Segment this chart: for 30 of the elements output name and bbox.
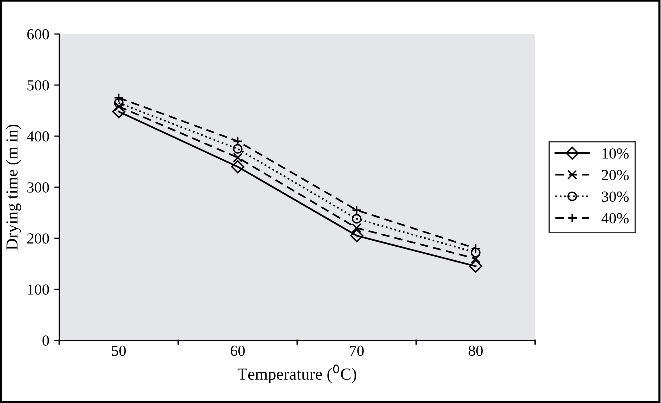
point <box>233 144 243 154</box>
x-tick-label: 50 <box>112 346 126 356</box>
x-axis-title: Temperature ($^{0}$C) <box>238 364 356 384</box>
point <box>471 254 481 264</box>
point <box>469 260 483 274</box>
y-tick-label: 600 <box>28 29 50 40</box>
y-tick-label: 200 <box>28 234 50 244</box>
x-tick-label: 70 <box>350 346 364 356</box>
y-tick-label: 0 <box>42 336 50 346</box>
x-tick-label: 80 <box>468 346 483 356</box>
y-tick-label: 100 <box>28 284 50 295</box>
y-tick-label: 300 <box>28 182 50 193</box>
point <box>231 160 245 174</box>
point <box>233 152 243 163</box>
point <box>112 105 126 118</box>
legend-label: 40% <box>602 213 629 224</box>
point <box>352 206 362 216</box>
point <box>471 248 481 258</box>
point <box>350 229 364 242</box>
point <box>352 223 362 234</box>
point <box>352 214 362 224</box>
y-axis-title: Drying time (m in) <box>6 124 22 250</box>
legend-label: 30% <box>602 192 629 202</box>
point <box>114 93 124 103</box>
y-tick-label: 500 <box>28 80 50 91</box>
legend-label: 20% <box>602 170 629 181</box>
y-tick-label: 400 <box>27 131 50 142</box>
x-tick-label: 60 <box>230 346 246 356</box>
legend-label: 10% <box>602 148 629 159</box>
point <box>114 98 124 108</box>
